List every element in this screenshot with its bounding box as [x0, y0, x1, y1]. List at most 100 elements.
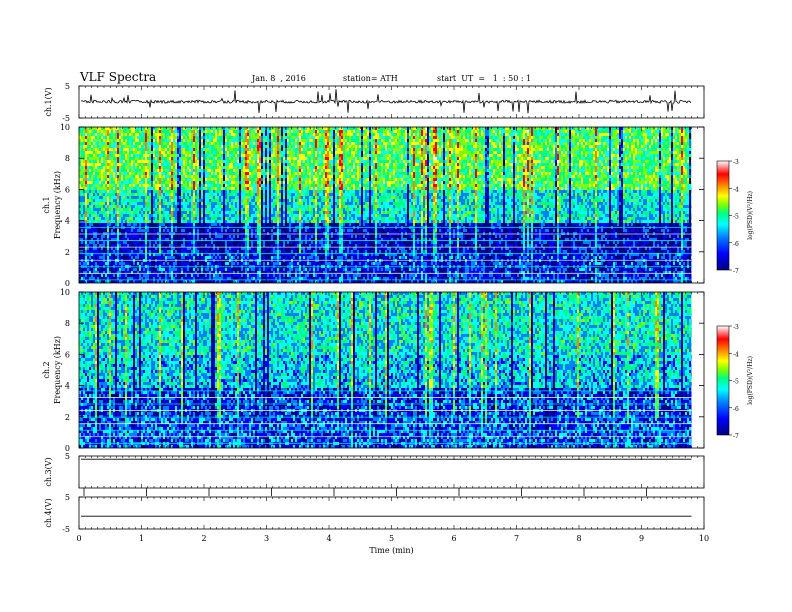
- spectrogram-cell: [89, 127, 91, 130]
- spectrogram-cell: [217, 151, 219, 154]
- spectrogram-cell: [253, 154, 255, 157]
- spectrogram-cell: [133, 169, 135, 172]
- spectrogram-cell: [261, 136, 263, 139]
- spectrogram-cell: [253, 187, 255, 190]
- spectrogram-cell: [149, 247, 151, 250]
- spectrogram-cell: [85, 205, 87, 208]
- spectrogram-cell: [189, 232, 191, 235]
- spectrogram-cell: [137, 274, 139, 277]
- spectrogram-cell: [89, 172, 91, 175]
- spectrogram-cell: [143, 202, 145, 205]
- spectrogram-cell: [177, 187, 179, 190]
- spectrogram-cell: [227, 250, 229, 253]
- spectrogram-cell: [213, 205, 215, 208]
- spectrogram-cell: [233, 253, 235, 256]
- spectrogram-cell: [247, 214, 249, 217]
- spectrogram-cell: [157, 163, 159, 166]
- spectrogram-cell: [265, 190, 267, 193]
- spectrogram-cell: [241, 277, 243, 280]
- spectrogram-cell: [79, 277, 81, 280]
- spectrogram-cell: [169, 262, 171, 265]
- spectrogram-cell: [225, 148, 227, 151]
- spectrogram-cell: [151, 187, 153, 190]
- spectrogram-cell: [243, 154, 245, 157]
- spectrogram-cell: [213, 220, 215, 223]
- spectrogram-cell: [185, 178, 187, 181]
- spectrogram-cell: [205, 169, 207, 172]
- spectrogram-cell: [187, 151, 189, 154]
- spectrogram-cell: [209, 247, 211, 250]
- spectrogram-cell: [249, 241, 251, 244]
- spectrogram-cell: [183, 157, 185, 160]
- spectrogram-cell: [201, 262, 203, 265]
- spectrogram-cell: [141, 172, 143, 175]
- spectrogram-cell: [197, 172, 199, 175]
- spectrogram-cell: [163, 223, 165, 226]
- spectrogram-cell: [245, 277, 247, 280]
- spectrogram-cell: [229, 268, 231, 271]
- spectrogram-cell: [113, 229, 115, 232]
- spectrogram-cell: [151, 154, 153, 157]
- spectrogram-cell: [243, 250, 245, 253]
- spectrogram-cell: [147, 253, 149, 256]
- spectrogram-cell: [97, 142, 99, 145]
- spectrogram-cell: [201, 235, 203, 238]
- spectrogram-cell: [81, 193, 83, 196]
- spectrogram-cell: [227, 217, 229, 220]
- spectrogram-cell: [247, 148, 249, 151]
- spectrogram-cell: [159, 181, 161, 184]
- spectrogram-cell: [245, 169, 247, 172]
- spectrogram-cell: [141, 235, 143, 238]
- spectrogram-cell: [187, 193, 189, 196]
- spectrogram-cell: [105, 166, 107, 169]
- spectrogram-cell: [139, 220, 141, 223]
- spectrogram-cell: [129, 148, 131, 151]
- spectrogram-cell: [203, 148, 205, 151]
- spectrogram-cell: [183, 166, 185, 169]
- spectrogram-cell: [243, 133, 245, 136]
- spectrogram-cell: [231, 235, 233, 238]
- spectrogram-cell: [95, 154, 97, 157]
- spectrogram-cell: [175, 214, 177, 217]
- spectrogram-cell: [101, 136, 103, 139]
- spectrogram-cell: [219, 229, 221, 232]
- spectrogram-cell: [145, 190, 147, 193]
- spectrogram-cell: [269, 172, 271, 175]
- spectrogram-cell: [87, 217, 89, 220]
- spectrogram-cell: [251, 211, 253, 214]
- spectrogram-cell: [187, 166, 189, 169]
- spectrogram-cell: [81, 145, 83, 148]
- spectrogram-cell: [227, 232, 229, 235]
- spectrogram-cell: [97, 241, 99, 244]
- spectrogram-cell: [233, 274, 235, 277]
- spectrogram-cell: [131, 196, 133, 199]
- spectrogram-cell: [163, 235, 165, 238]
- spectrogram-cell: [185, 169, 187, 172]
- spectrogram-cell: [207, 139, 209, 142]
- spectrogram-cell: [97, 184, 99, 187]
- spectrogram-cell: [217, 256, 219, 259]
- spectrogram-cell: [137, 160, 139, 163]
- spectrogram-cell: [257, 193, 259, 196]
- spectrogram-cell: [193, 223, 195, 226]
- spectrogram-cell: [123, 241, 125, 244]
- spectrogram-cell: [195, 214, 197, 217]
- spectrogram-cell: [127, 157, 129, 160]
- spectrogram-cell: [265, 205, 267, 208]
- spectrogram-cell: [181, 199, 183, 202]
- spectrogram-cell: [87, 277, 89, 280]
- spectrogram-cell: [225, 244, 227, 247]
- spectrogram-cell: [101, 229, 103, 232]
- spectrogram-cell: [163, 214, 165, 217]
- spectrogram-cell: [129, 127, 131, 130]
- spectrogram-cell: [153, 205, 155, 208]
- spectrogram-cell: [89, 280, 91, 283]
- spectrogram-cell: [123, 202, 125, 205]
- spectrogram-cell: [221, 253, 223, 256]
- spectrogram-cell: [187, 136, 189, 139]
- spectrogram-cell: [237, 232, 239, 235]
- spectrogram-cell: [237, 136, 239, 139]
- spectrogram-cell: [81, 217, 83, 220]
- spectrogram-cell: [119, 166, 121, 169]
- spectrogram-cell: [247, 223, 249, 226]
